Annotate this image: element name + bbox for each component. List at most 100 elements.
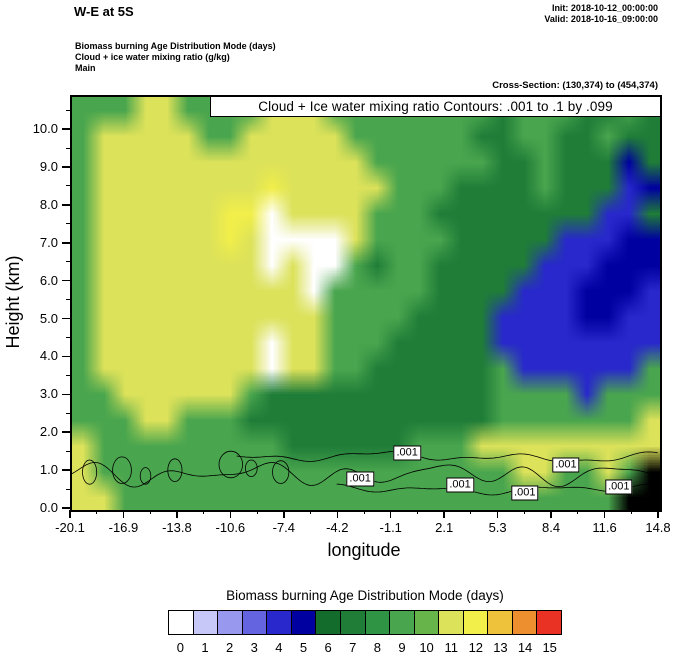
axis-tick-mark [203, 510, 205, 514]
axis-tick-mark [62, 128, 70, 130]
domain-line: Main [75, 63, 96, 73]
axis-tick-mark [630, 510, 632, 514]
colorbar-cell [192, 611, 218, 634]
x-tick-label: -1.1 [379, 520, 402, 535]
contour-loop [112, 456, 132, 484]
colorbar-tick-label: 9 [398, 640, 406, 655]
contour-value-label: .001 [605, 479, 633, 495]
contour-loop [139, 467, 152, 485]
y-tick-label: 9.0 [39, 158, 58, 174]
colorbar-cell [217, 611, 242, 634]
colorbar-tick-label: 11 [444, 640, 458, 655]
colorbar-cells [168, 610, 562, 635]
axis-tick-mark [96, 510, 98, 514]
y-tick-label: 5.0 [39, 310, 58, 326]
colorbar-cell [266, 611, 291, 634]
axis-tick-mark [66, 299, 70, 301]
x-axis-label: longitude [327, 540, 401, 560]
colorbar-labels: 0 1 2 3 4 5 6 7 8 9 10 11 12 13 14 15 [168, 640, 562, 655]
colorbar-cell [241, 611, 267, 634]
colorbar-cell [315, 611, 340, 634]
axis-tick-mark [577, 510, 579, 514]
cross-section-coords: Cross-Section: (130,374) to (454,374) [492, 80, 658, 91]
init-timestamp: Init: 2018-10-12_00:00:00 [551, 3, 658, 13]
axis-tick-mark [66, 109, 70, 111]
contour-loop [167, 458, 183, 483]
axis-tick-mark [336, 510, 339, 518]
axis-tick-mark [62, 166, 70, 168]
contour-value-label: .001 [511, 485, 539, 501]
axis-tick-mark [62, 242, 70, 244]
axis-tick-mark [149, 510, 151, 514]
colorbar-tick-label: 7 [349, 640, 357, 655]
axis-tick-mark [66, 374, 70, 376]
colorbar-tick-label: 15 [542, 640, 557, 655]
x-tick-label: -16.9 [108, 520, 139, 535]
colorbar-cell [389, 611, 414, 634]
colorbar-tick-label: 4 [275, 640, 283, 655]
axis-tick-mark [523, 510, 525, 514]
contour-value-label: .001 [393, 445, 421, 461]
colorbar-cell [169, 611, 193, 634]
axis-tick-mark [657, 510, 659, 518]
page-title: W-E at 5S [74, 4, 134, 19]
axis-tick-mark [603, 510, 606, 518]
colorbar: Biomass burning Age Distribution Mode (d… [168, 588, 562, 655]
colorbar-tick-label: 1 [201, 640, 209, 655]
x-tick-label: 14.8 [645, 520, 671, 535]
y-tick-label: 4.0 [39, 348, 58, 364]
x-tick-label: -20.1 [55, 520, 85, 535]
axis-tick-mark [550, 510, 552, 518]
contour-line [336, 483, 659, 496]
colorbar-tick-label: 3 [250, 640, 258, 655]
heatmap-field [72, 97, 660, 510]
axis-tick-mark [62, 317, 70, 320]
axis-tick-mark [66, 261, 70, 263]
y-tick-label: 7.0 [39, 234, 58, 250]
axis-tick-mark [62, 469, 70, 471]
axis-tick-mark [416, 510, 418, 514]
axis-tick-mark [363, 510, 365, 514]
valid-timestamp: Valid: 2018-10-16_09:00:00 [544, 14, 658, 24]
axis-tick-mark [310, 510, 312, 514]
x-tick-label: -4.2 [326, 520, 349, 535]
colorbar-tick-label: 5 [299, 640, 308, 655]
colorbar-cell [462, 611, 488, 634]
axis-tick-mark [496, 510, 499, 518]
axis-tick-mark [66, 412, 70, 414]
y-tick-label: 1.0 [39, 462, 58, 478]
axis-tick-mark [443, 510, 445, 518]
contour-info-box: Cloud + Ice water mixing ratio Contours:… [210, 96, 661, 117]
x-tick-label: 11.6 [592, 520, 617, 535]
axis-tick-mark [62, 431, 70, 433]
x-tick-label: 2.1 [435, 520, 454, 535]
contour-value-label: .001 [446, 477, 474, 493]
contour-overlay [72, 450, 659, 496]
axis-tick-mark [62, 204, 70, 206]
contour-line [236, 450, 658, 463]
axis-tick-mark [470, 510, 472, 514]
x-tick-label: 8.4 [542, 520, 561, 535]
y-tick-label: 3.0 [39, 386, 58, 402]
contour-loop [245, 459, 258, 478]
y-tick-label: 0.0 [39, 500, 58, 515]
axis-tick-mark [66, 488, 70, 490]
colorbar-cell [364, 611, 390, 634]
axis-tick-mark [176, 510, 178, 518]
colorbar-tick-label: 2 [225, 640, 234, 655]
y-tick-label: 6.0 [39, 272, 58, 288]
colorbar-title: Biomass burning Age Distribution Mode (d… [226, 588, 504, 603]
x-tick-label: -7.4 [272, 520, 296, 535]
contour-info-text: Cloud + Ice water mixing ratio Contours:… [258, 99, 613, 114]
colorbar-tick-label: 14 [517, 640, 533, 655]
colorbar-tick-label: 12 [468, 640, 484, 655]
field-name-line: Biomass burning Age Distribution Mode (d… [75, 41, 276, 51]
axis-tick-mark [389, 510, 392, 518]
colorbar-cell [339, 611, 365, 634]
colorbar-cell [290, 611, 316, 634]
contour-loop [82, 459, 98, 485]
colorbar-cell [413, 611, 439, 634]
axis-tick-mark [62, 393, 70, 396]
axis-tick-mark [122, 510, 125, 518]
